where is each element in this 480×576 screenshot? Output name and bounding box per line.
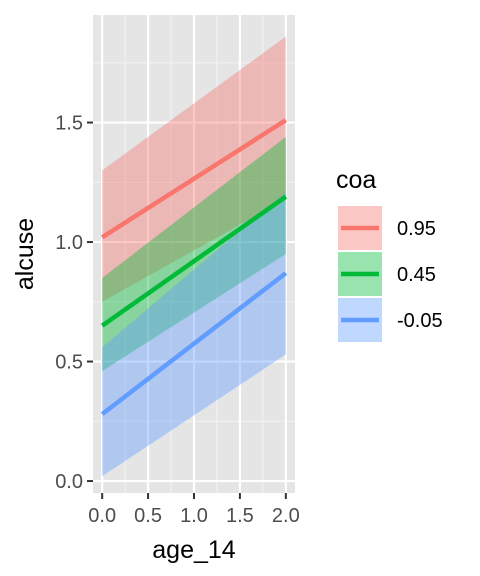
legend-label: -0.05 xyxy=(397,310,443,332)
minor-gridlines xyxy=(93,15,295,493)
major-gridlines xyxy=(93,15,295,493)
legend-title: coa xyxy=(336,166,376,194)
ribbon-coa--0.05 xyxy=(102,191,286,477)
confidence-ribbons xyxy=(102,36,286,477)
y-tick-label: 1.5 xyxy=(55,113,83,135)
y-tick-label: 1.0 xyxy=(55,232,83,254)
y-tick-label: 0.0 xyxy=(55,471,83,493)
x-axis-title: age_14 xyxy=(152,536,236,564)
x-tick-label: 1.5 xyxy=(226,505,254,527)
x-axis: 0.0 0.5 1.0 1.5 2.0 xyxy=(88,493,300,527)
x-tick-label: 0.5 xyxy=(134,505,162,527)
y-tick-label: 0.5 xyxy=(55,352,83,374)
y-axis-title: alcuse xyxy=(11,218,39,290)
legend-label: 0.95 xyxy=(397,218,436,240)
x-tick-label: 2.0 xyxy=(272,505,300,527)
y-axis: 0.0 0.5 1.0 1.5 xyxy=(55,113,93,493)
legend: 0.95 0.45 -0.05 xyxy=(337,205,443,343)
ribbon-coa-0.45 xyxy=(102,136,286,372)
x-tick-label: 0.0 xyxy=(88,505,116,527)
line-coa-0.45 xyxy=(100,194,288,328)
x-tick-label: 1.0 xyxy=(180,505,208,527)
ribbon-coa-0.95 xyxy=(102,36,286,302)
legend-label: 0.45 xyxy=(397,264,436,286)
line-coa--0.05 xyxy=(100,271,288,416)
line-coa-0.95 xyxy=(100,118,288,240)
series-lines xyxy=(100,118,288,416)
